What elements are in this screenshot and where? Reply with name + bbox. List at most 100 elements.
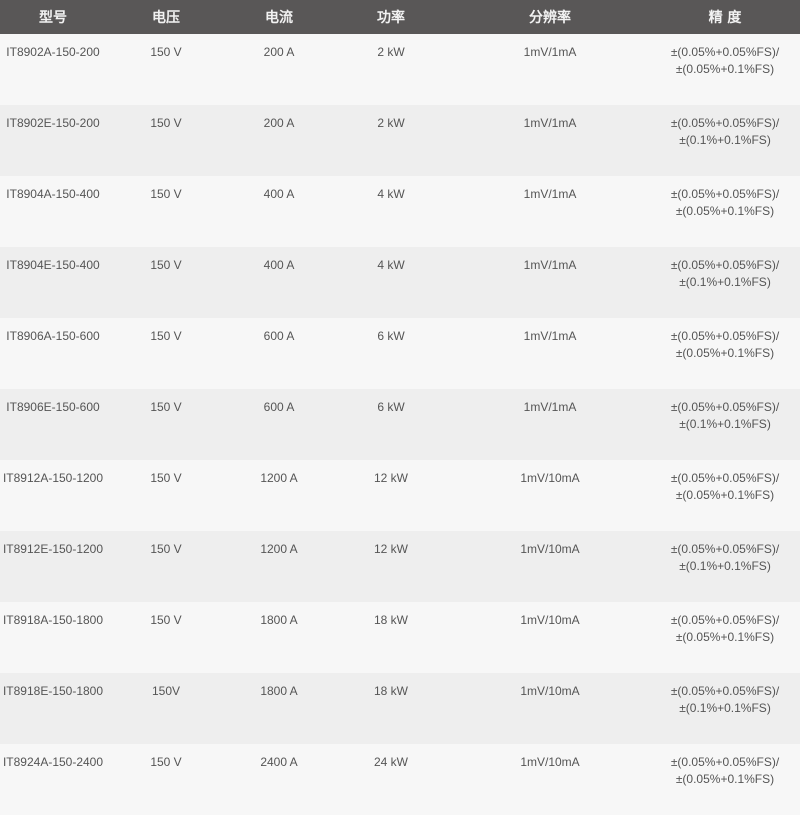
accuracy-line-1: ±(0.05%+0.05%FS)/ bbox=[670, 684, 780, 698]
cell-power: 2 kW bbox=[332, 105, 450, 176]
cell-current: 600 A bbox=[226, 389, 332, 460]
cell-current: 200 A bbox=[226, 105, 332, 176]
cell-model: IT8912A-150-1200 bbox=[0, 460, 106, 531]
accuracy-line-1: ±(0.05%+0.05%FS)/ bbox=[670, 542, 780, 556]
cell-model: IT8906A-150-600 bbox=[0, 318, 106, 389]
cell-voltage: 150 V bbox=[106, 176, 226, 247]
cell-accuracy: ±(0.05%+0.05%FS)/ ±(0.1%+0.1%FS) bbox=[650, 247, 800, 318]
accuracy-line-2: ±(0.05%+0.1%FS) bbox=[675, 772, 775, 786]
cell-voltage: 150 V bbox=[106, 247, 226, 318]
accuracy-line-2: ±(0.1%+0.1%FS) bbox=[679, 559, 771, 573]
cell-resolution: 1mV/1mA bbox=[450, 247, 650, 318]
accuracy-line-2: ±(0.05%+0.1%FS) bbox=[675, 630, 775, 644]
cell-model: IT8902E-150-200 bbox=[0, 105, 106, 176]
cell-current: 1200 A bbox=[226, 460, 332, 531]
cell-power: 18 kW bbox=[332, 602, 450, 673]
cell-resolution: 1mV/1mA bbox=[450, 389, 650, 460]
cell-accuracy: ±(0.05%+0.05%FS)/ ±(0.05%+0.1%FS) bbox=[650, 460, 800, 531]
cell-voltage: 150 V bbox=[106, 602, 226, 673]
cell-resolution: 1mV/1mA bbox=[450, 34, 650, 105]
cell-current: 200 A bbox=[226, 34, 332, 105]
cell-current: 600 A bbox=[226, 318, 332, 389]
table-row: IT8918A-150-1800 150 V 1800 A 18 kW 1mV/10mA… bbox=[0, 602, 800, 673]
cell-power: 4 kW bbox=[332, 247, 450, 318]
accuracy-line-1: ±(0.05%+0.05%FS)/ bbox=[670, 329, 780, 343]
accuracy-line-2: ±(0.1%+0.1%FS) bbox=[679, 133, 771, 147]
cell-resolution: 1mV/10mA bbox=[450, 531, 650, 602]
accuracy-line-2: ±(0.1%+0.1%FS) bbox=[679, 275, 771, 289]
cell-model: IT8924A-150-2400 bbox=[0, 744, 106, 815]
accuracy-line-1: ±(0.05%+0.05%FS)/ bbox=[670, 755, 780, 769]
cell-resolution: 1mV/10mA bbox=[450, 602, 650, 673]
cell-power: 4 kW bbox=[332, 176, 450, 247]
cell-accuracy: ±(0.05%+0.05%FS)/ ±(0.1%+0.1%FS) bbox=[650, 531, 800, 602]
cell-accuracy: ±(0.05%+0.05%FS)/ ±(0.05%+0.1%FS) bbox=[650, 34, 800, 105]
header-row: 型号 电压 电流 功率 分辨率 精 度 bbox=[0, 0, 800, 34]
cell-model: IT8918A-150-1800 bbox=[0, 602, 106, 673]
cell-model: IT8906E-150-600 bbox=[0, 389, 106, 460]
cell-power: 12 kW bbox=[332, 531, 450, 602]
cell-power: 6 kW bbox=[332, 389, 450, 460]
cell-accuracy: ±(0.05%+0.05%FS)/ ±(0.05%+0.1%FS) bbox=[650, 318, 800, 389]
header-current: 电流 bbox=[226, 0, 332, 34]
cell-voltage: 150 V bbox=[106, 460, 226, 531]
accuracy-line-2: ±(0.1%+0.1%FS) bbox=[679, 417, 771, 431]
cell-accuracy: ±(0.05%+0.05%FS)/ ±(0.05%+0.1%FS) bbox=[650, 602, 800, 673]
accuracy-line-2: ±(0.05%+0.1%FS) bbox=[675, 346, 775, 360]
cell-model: IT8904E-150-400 bbox=[0, 247, 106, 318]
cell-power: 24 kW bbox=[332, 744, 450, 815]
cell-power: 2 kW bbox=[332, 34, 450, 105]
cell-voltage: 150V bbox=[106, 673, 226, 744]
cell-power: 12 kW bbox=[332, 460, 450, 531]
cell-accuracy: ±(0.05%+0.05%FS)/ ±(0.05%+0.1%FS) bbox=[650, 176, 800, 247]
cell-power: 6 kW bbox=[332, 318, 450, 389]
accuracy-line-2: ±(0.1%+0.1%FS) bbox=[679, 701, 771, 715]
cell-voltage: 150 V bbox=[106, 389, 226, 460]
accuracy-line-1: ±(0.05%+0.05%FS)/ bbox=[670, 187, 780, 201]
cell-resolution: 1mV/1mA bbox=[450, 318, 650, 389]
cell-model: IT8902A-150-200 bbox=[0, 34, 106, 105]
cell-voltage: 150 V bbox=[106, 34, 226, 105]
cell-resolution: 1mV/10mA bbox=[450, 460, 650, 531]
accuracy-line-1: ±(0.05%+0.05%FS)/ bbox=[670, 613, 780, 627]
accuracy-line-1: ±(0.05%+0.05%FS)/ bbox=[670, 400, 780, 414]
cell-accuracy: ±(0.05%+0.05%FS)/ ±(0.05%+0.1%FS) bbox=[650, 744, 800, 815]
cell-resolution: 1mV/1mA bbox=[450, 105, 650, 176]
cell-accuracy: ±(0.05%+0.05%FS)/ ±(0.1%+0.1%FS) bbox=[650, 105, 800, 176]
table-row: IT8924A-150-2400 150 V 2400 A 24 kW 1mV/10mA… bbox=[0, 744, 800, 815]
cell-current: 400 A bbox=[226, 176, 332, 247]
cell-resolution: 1mV/10mA bbox=[450, 744, 650, 815]
cell-current: 1800 A bbox=[226, 673, 332, 744]
cell-current: 1800 A bbox=[226, 602, 332, 673]
header-resolution: 分辨率 bbox=[450, 0, 650, 34]
cell-resolution: 1mV/10mA bbox=[450, 673, 650, 744]
cell-current: 2400 A bbox=[226, 744, 332, 815]
header-power: 功率 bbox=[332, 0, 450, 34]
cell-voltage: 150 V bbox=[106, 531, 226, 602]
cell-model: IT8904A-150-400 bbox=[0, 176, 106, 247]
table-row: IT8918E-150-1800 150V 1800 A 18 kW 1mV/10mA ±… bbox=[0, 673, 800, 744]
header-voltage: 电压 bbox=[106, 0, 226, 34]
accuracy-line-1: ±(0.05%+0.05%FS)/ bbox=[670, 471, 780, 485]
cell-voltage: 150 V bbox=[106, 744, 226, 815]
accuracy-line-2: ±(0.05%+0.1%FS) bbox=[675, 62, 775, 76]
table-row: IT8912E-150-1200 150 V 1200 A 12 kW 1mV/10mA… bbox=[0, 531, 800, 602]
table-row: IT8912A-150-1200 150 V 1200 A 12 kW 1mV/10mA… bbox=[0, 460, 800, 531]
accuracy-line-1: ±(0.05%+0.05%FS)/ bbox=[670, 258, 780, 272]
cell-resolution: 1mV/1mA bbox=[450, 176, 650, 247]
accuracy-line-1: ±(0.05%+0.05%FS)/ bbox=[670, 45, 780, 59]
accuracy-line-1: ±(0.05%+0.05%FS)/ bbox=[670, 116, 780, 130]
header-accuracy: 精 度 bbox=[650, 0, 800, 34]
cell-accuracy: ±(0.05%+0.05%FS)/ ±(0.1%+0.1%FS) bbox=[650, 389, 800, 460]
cell-power: 18 kW bbox=[332, 673, 450, 744]
cell-voltage: 150 V bbox=[106, 105, 226, 176]
cell-current: 1200 A bbox=[226, 531, 332, 602]
accuracy-line-2: ±(0.05%+0.1%FS) bbox=[675, 204, 775, 218]
